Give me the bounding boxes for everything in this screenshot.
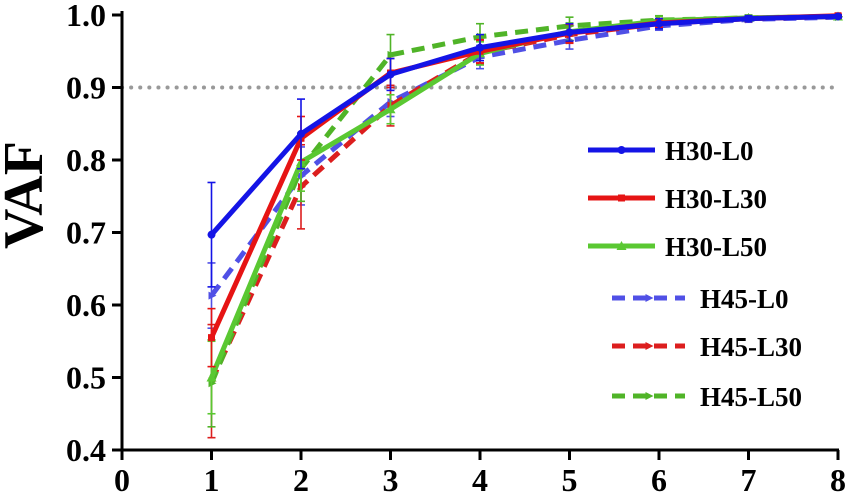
data-point-h30-l0 [565, 28, 574, 37]
y-tick-label: 1.0 [66, 0, 106, 33]
x-tick-label: 8 [830, 462, 846, 498]
legend-item-h45-l50: H45-L50 [612, 382, 802, 412]
y-tick-label: 0.8 [66, 142, 106, 178]
data-point-h30-l0 [386, 70, 395, 79]
legend-item-h30-l30: H30-L30 [588, 184, 767, 214]
y-tick-label: 0.7 [66, 215, 106, 251]
legend-item-h30-l50: H30-L50 [588, 232, 767, 262]
legend-label-h30-l0: H30-L0 [665, 136, 754, 166]
series-line-h45-l0 [209, 14, 839, 298]
ticks-layer: 0.4 0.5 0.6 0.7 0.8 0.9 1.0 0 1 2 3 4 5 6 7 8 [66, 0, 846, 498]
legend-item-h45-l30: H45-L30 [612, 332, 802, 362]
legend-marker-h45-l50 [645, 392, 654, 400]
x-tick-label: 3 [383, 462, 399, 498]
x-tick-label: 2 [293, 462, 309, 498]
data-point-h30-l0 [655, 19, 663, 28]
legend-item-h45-l0: H45-L0 [612, 284, 789, 314]
data-point-h30-l30 [208, 334, 215, 342]
data-point-h45-l0 [208, 291, 217, 300]
data-point-h30-l0 [476, 43, 484, 52]
data-point-h45-l0 [298, 171, 306, 180]
y-tick-label: 0.6 [66, 287, 106, 323]
series-h30-l0 [207, 12, 842, 288]
legend-label-h30-l30: H30-L30 [665, 184, 767, 214]
legend-marker-h45-l0 [645, 294, 654, 302]
x-tick-label: 0 [114, 462, 130, 498]
x-tick-label: 5 [562, 462, 578, 498]
series-layer [206, 11, 843, 439]
y-tick-label: 0.5 [66, 360, 106, 396]
y-axis-title: VAF [0, 141, 55, 249]
legend-label-h45-l50: H45-L50 [700, 382, 802, 412]
legend-marker-h30-l0 [617, 146, 626, 154]
legend-label-h30-l50: H30-L50 [665, 232, 767, 262]
y-tick-label: 0.9 [66, 70, 106, 106]
legend-marker-h30-l50 [616, 241, 627, 250]
x-tick-label: 1 [204, 462, 220, 498]
series-h45-l50 [207, 12, 843, 428]
legend-marker-h45-l30 [645, 342, 654, 350]
data-point-h30-l50 [206, 372, 217, 382]
legend-label-h45-l0: H45-L0 [700, 284, 789, 314]
data-point-h30-l0 [834, 12, 842, 21]
x-tick-label: 6 [651, 462, 667, 498]
data-point-h45-l30 [298, 182, 306, 191]
x-tick-label: 7 [741, 462, 757, 498]
data-point-h30-l0 [744, 14, 753, 23]
legend-marker-h30-l30 [618, 194, 625, 202]
series-line-h30-l0 [209, 13, 839, 237]
y-tick-label: 0.4 [66, 432, 106, 468]
legend-item-h30-l0: H30-L0 [588, 136, 754, 166]
data-point-h30-l0 [297, 129, 305, 138]
legend: H30-L0 H30-L30 H30-L50 H45-L0 H45-L30 H45-L50 [588, 136, 802, 412]
series-h45-l30 [207, 12, 843, 439]
legend-label-h45-l30: H45-L30 [700, 332, 802, 362]
data-point-h45-l50 [387, 50, 396, 59]
data-point-h30-l0 [207, 230, 216, 239]
data-point-h30-l50 [385, 104, 396, 114]
x-tick-label: 4 [472, 462, 488, 498]
